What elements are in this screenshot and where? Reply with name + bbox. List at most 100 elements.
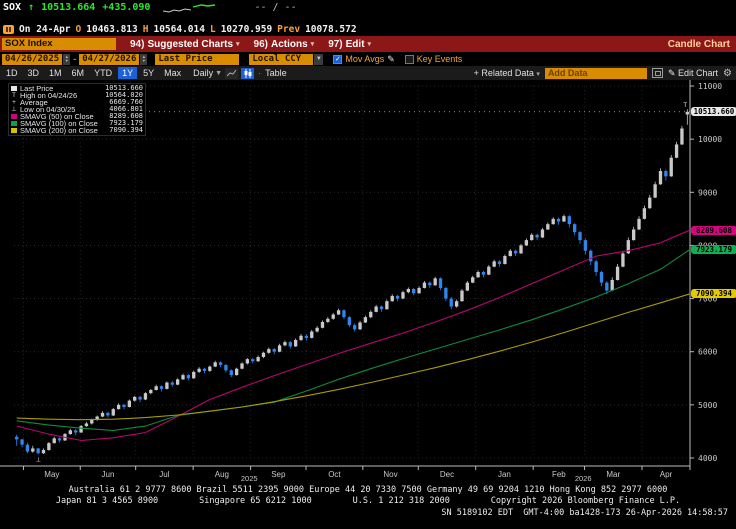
period-tabs: 1D 3D 1M 6M YTD 1Y 5Y Max [0, 67, 185, 79]
candle-body [363, 317, 368, 323]
terminal-footer: Australia 61 2 9777 8600 Brazil 5511 239… [0, 482, 736, 529]
period-tab-ytd[interactable]: YTD [94, 68, 113, 78]
date-from-input[interactable]: 04/26/2025 [2, 53, 63, 65]
key-events-checkbox[interactable] [404, 54, 414, 64]
candle-body [154, 386, 158, 390]
chevron-down-icon: ▾ [236, 41, 240, 48]
line-chart-type-button[interactable] [225, 67, 239, 79]
legend-row[interactable]: T High on 04/24/26 10564.020 [11, 90, 143, 99]
candle-body [551, 218, 555, 225]
x-axis-month-label: Feb [552, 470, 566, 479]
candle-body [224, 365, 228, 371]
date-to-input[interactable]: 04/27/2026 [79, 53, 140, 65]
candle-body [347, 317, 351, 326]
security-name-field[interactable]: SOX Index [2, 38, 116, 50]
candle-body [648, 197, 652, 209]
candle-body [95, 416, 99, 420]
candle-body [615, 266, 620, 280]
candle-body [106, 412, 110, 416]
menu-edit[interactable]: 97) Edit ▾ [328, 38, 372, 50]
candle-body [583, 240, 588, 251]
candle-body [653, 184, 657, 198]
candle-body [267, 349, 271, 353]
legend-color-chip [11, 86, 17, 91]
price-badge: 7090.394 [691, 289, 736, 298]
period-tab-max[interactable]: Max [164, 68, 182, 78]
add-data-input[interactable]: Add Data [544, 67, 647, 79]
footer-phones-line1: Australia 61 2 9777 8600 Brazil 5511 239… [68, 485, 668, 495]
candle-body [406, 289, 410, 293]
pencil-icon[interactable]: ✎ [387, 53, 395, 64]
table-button[interactable]: Table [265, 68, 287, 78]
candle-body [353, 325, 357, 330]
legend-row[interactable]: ⊥ Low on 04/30/25 4066.801 [11, 104, 143, 114]
legend-label: Low on 04/30/25 [20, 104, 76, 114]
legend-value: 8289.608 [109, 111, 143, 120]
price-field-select[interactable]: Last Price [155, 53, 240, 65]
candle-body [669, 157, 673, 177]
candle-body [251, 359, 255, 362]
legend-row[interactable]: SMAVG (200) on Close 7090.394 [11, 125, 143, 135]
currency-dropdown-button[interactable]: ▼ [314, 53, 324, 65]
legend-color-chip [11, 128, 17, 133]
related-data-button[interactable]: + Related Data ▾ [473, 68, 540, 78]
candle-chart-canvas[interactable]: 4000500060007000800090001000011000MayJun… [0, 80, 736, 482]
legend-row[interactable]: SMAVG (100) on Close 7923.179 [11, 119, 143, 127]
mov-avgs-label: Mov Avgs [345, 54, 385, 64]
period-tab-6m[interactable]: 6M [71, 68, 85, 78]
period-tab-3d[interactable]: 3D [27, 68, 40, 78]
security-line-2: On 24-Apr O 10463.813 H 10564.014 L 1027… [3, 23, 357, 35]
currency-select[interactable]: Local CCY [249, 53, 314, 65]
legend-color-chip [11, 114, 17, 119]
candle-body [336, 310, 341, 315]
candle-body [379, 306, 384, 310]
period-tab-1m[interactable]: 1M [49, 68, 62, 78]
candle-body [283, 342, 287, 346]
candle-body [133, 396, 137, 401]
candle-body [567, 216, 571, 225]
candle-body [245, 359, 250, 364]
candle-body [159, 386, 164, 389]
gear-icon[interactable]: ⚙ [723, 67, 732, 79]
last-price: 10513.664 [41, 2, 96, 13]
candle-chart-type-button[interactable] [241, 67, 255, 79]
candle-body [208, 366, 212, 371]
y-axis-tick-label: 9000 [698, 188, 717, 197]
period-tab-5y[interactable]: 5Y [143, 68, 155, 78]
period-tab-1d[interactable]: 1D [6, 68, 18, 78]
edit-chart-button[interactable]: ✎ Edit Chart [667, 67, 719, 78]
period-tab-1y[interactable]: 1Y [118, 67, 138, 79]
candle-body [438, 278, 443, 288]
date-to-stepper[interactable]: ▲ ▼ [140, 53, 148, 65]
candle-body [326, 318, 330, 322]
legend-row[interactable]: + Average 6669.760 [11, 98, 143, 106]
session-on-label: On 24-Apr [19, 23, 71, 35]
menu-suggested-charts[interactable]: 94) Suggested Charts ▾ [130, 38, 240, 50]
legend-row[interactable]: SMAVG (50) on Close 8289.608 [11, 111, 143, 120]
candle-body [165, 382, 169, 389]
candle-body [331, 314, 335, 319]
candle-body [460, 290, 464, 302]
pencil-icon: ✎ [667, 67, 676, 78]
legend-value: 10564.020 [105, 90, 143, 99]
frequency-select[interactable]: Daily ▼ [193, 68, 223, 78]
period-toolbar: 1D 3D 1M 6M YTD 1Y 5Y Max Daily ▼ · Table + Rel… [0, 66, 736, 81]
candle-body [288, 342, 292, 347]
menu-actions[interactable]: 96) Actions ▾ [253, 38, 315, 50]
candle-body [605, 282, 609, 291]
snapshot-icon[interactable] [651, 68, 663, 78]
candle-body [213, 362, 217, 367]
candle-body [658, 171, 663, 185]
candle-body [197, 368, 201, 372]
chart-legend[interactable]: Last Price 10513.660 T High on 04/24/26 1056… [8, 83, 146, 136]
candle-body [444, 287, 448, 299]
mov-avgs-checkbox[interactable]: ✓ [333, 54, 343, 64]
candle-body [315, 327, 319, 332]
candle-body [31, 448, 35, 452]
candle-body [261, 352, 266, 358]
legend-label: SMAVG (200) on Close [20, 125, 98, 135]
date-from-stepper[interactable]: ▲ ▼ [63, 53, 71, 65]
candle-body [36, 448, 40, 454]
legend-row[interactable]: Last Price 10513.660 [11, 84, 143, 92]
price-change: +435.090 [102, 2, 151, 13]
